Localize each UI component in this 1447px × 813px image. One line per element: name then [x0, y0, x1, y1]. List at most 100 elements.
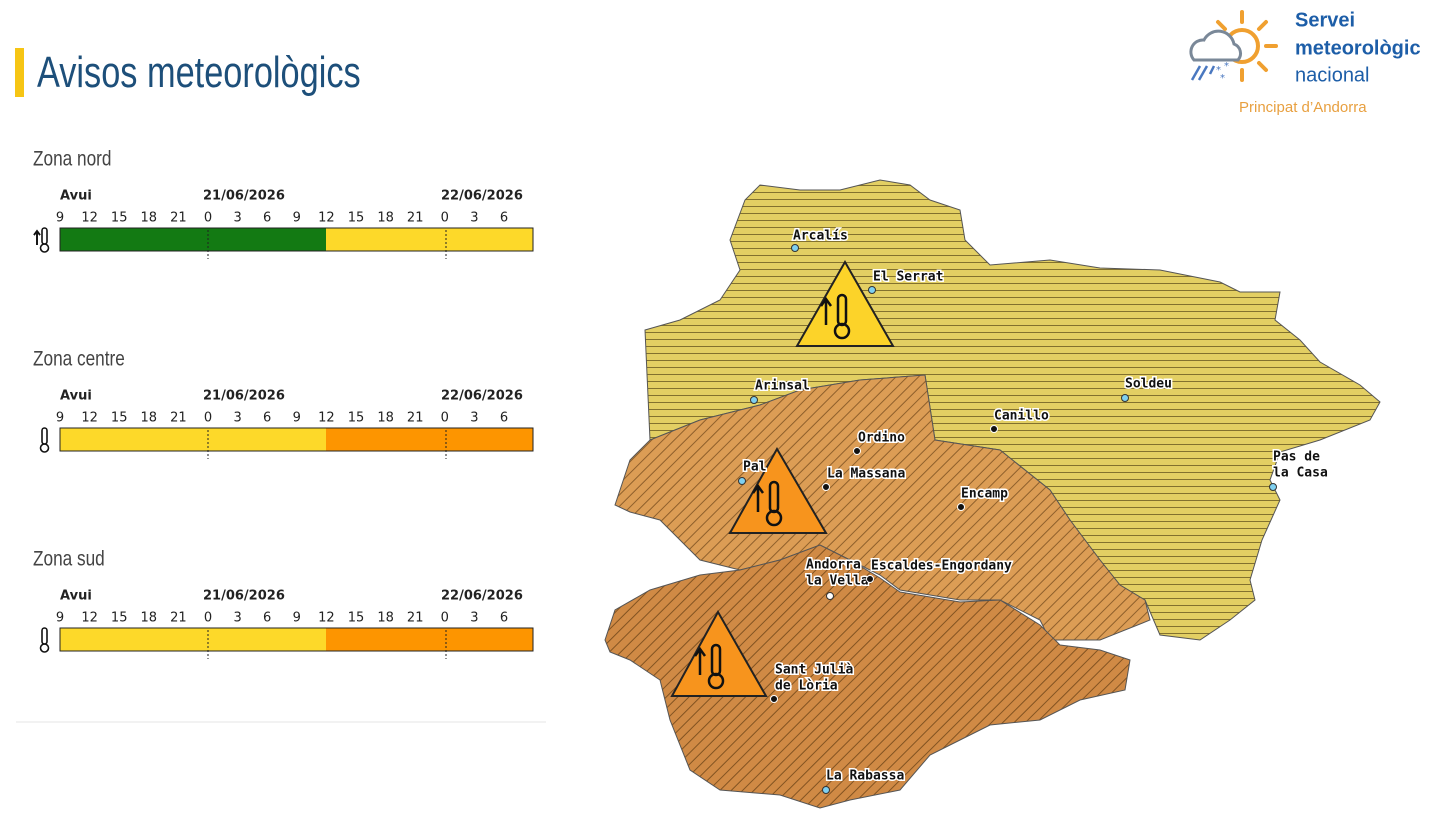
place-label: Pas de: [1273, 450, 1320, 465]
hour-label: 9: [293, 411, 301, 426]
hour-label: 0: [204, 611, 212, 626]
place-label: de Lòria: [775, 679, 838, 694]
hour-label: 6: [263, 211, 271, 226]
page-title: Avisos meteorològics: [37, 48, 361, 97]
hour-label: 21: [407, 211, 424, 226]
timelines: Zona nord Avui 21/06/2026 22/06/2026 9 12 15 18…: [16, 148, 546, 723]
hour-label: 21: [407, 411, 424, 426]
hour-label: 15: [111, 611, 128, 626]
hour-label: 6: [263, 411, 271, 426]
date-label: 22/06/2026: [441, 189, 523, 204]
hour-label: 3: [470, 611, 478, 626]
place-label: El Serrat: [873, 270, 943, 285]
hour-label: 18: [377, 411, 394, 426]
place-dot: [868, 286, 876, 294]
title-accent: [15, 48, 24, 97]
zone-title: Zona nord: [33, 148, 111, 171]
zone-title: Zona centre: [33, 348, 125, 371]
warning-segment: [326, 428, 533, 451]
hour-label: 9: [293, 611, 301, 626]
warning-segment: [60, 628, 326, 651]
place-dot: [738, 477, 746, 485]
hour-label: 9: [56, 611, 64, 626]
hour-label: 12: [318, 611, 335, 626]
zone-title: Zona sud: [33, 548, 105, 571]
date-label: Avui: [60, 389, 92, 404]
place-label: Arcalís: [793, 229, 848, 244]
hour-label: 12: [81, 611, 98, 626]
thermometer-bulb: [39, 443, 50, 453]
warning-triangle: [795, 259, 895, 347]
date-label: 21/06/2026: [203, 589, 285, 604]
hour-label: 18: [377, 211, 394, 226]
warning-segment: [60, 228, 326, 251]
thermometer: [41, 627, 48, 645]
logo-text: nacional: [1295, 64, 1370, 86]
hour-label: 15: [348, 411, 365, 426]
hour-label: 18: [141, 411, 158, 426]
place-dot: [750, 396, 758, 404]
warning-segment: [60, 428, 326, 451]
timeline-frame: [59, 227, 534, 252]
logo: * ** Servei meteorològic nacional Princip…: [1189, 9, 1421, 116]
logo-icon: * **: [1189, 10, 1278, 84]
hour-label: 9: [56, 211, 64, 226]
hour-label: 12: [318, 211, 335, 226]
svg-text:*: *: [1224, 61, 1229, 72]
hour-label: 15: [111, 411, 128, 426]
hour-label: 12: [81, 411, 98, 426]
place-dot: [826, 592, 834, 600]
place-label: La Massana: [827, 467, 905, 482]
place-label: Pal: [743, 460, 766, 475]
hour-label: 15: [348, 211, 365, 226]
hour-label: 12: [318, 411, 335, 426]
hour-label: 15: [348, 611, 365, 626]
hour-label: 6: [500, 211, 508, 226]
place-dot: [853, 447, 861, 455]
date-label: 22/06/2026: [441, 589, 523, 604]
hour-label: 6: [500, 411, 508, 426]
hour-label: 21: [170, 211, 187, 226]
svg-text:*: *: [1216, 65, 1221, 76]
date-label: 21/06/2026: [203, 389, 285, 404]
hour-label: 0: [441, 411, 449, 426]
hour-label: 12: [81, 211, 98, 226]
date-label: 22/06/2026: [441, 389, 523, 404]
place-label: la Vella: [806, 574, 869, 589]
hour-label: 0: [204, 211, 212, 226]
hour-label: 15: [111, 211, 128, 226]
zone-south: [604, 544, 1131, 809]
place-dot: [1269, 483, 1277, 491]
place-dot: [770, 695, 778, 703]
thermometer-bulb: [39, 643, 50, 653]
logo-text: Servei: [1295, 9, 1355, 31]
thermometer-bulb: [39, 243, 50, 253]
hour-label: 3: [470, 211, 478, 226]
hour-label: 18: [141, 211, 158, 226]
warning-triangle: [670, 609, 768, 697]
hour-label: 3: [470, 411, 478, 426]
arrow: [33, 229, 41, 245]
hour-label: 21: [170, 611, 187, 626]
hour-label: 9: [56, 411, 64, 426]
map: Arcalís El Serrat Arinsal Soldeu Canillo Ordi…: [604, 179, 1381, 809]
hour-label: 0: [204, 411, 212, 426]
place-label: Andorra: [806, 558, 861, 573]
place-label: Sant Julià: [775, 663, 853, 678]
timeline-frame: [59, 627, 534, 652]
thermometer: [41, 427, 48, 445]
warning-icons: [670, 259, 895, 697]
place-label: la Casa: [1273, 466, 1328, 481]
place-label: Escaldes-Engordany: [871, 559, 1012, 574]
place-dot: [957, 503, 965, 511]
hour-label: 3: [233, 211, 241, 226]
logo-subtitle: Principat d’Andorra: [1239, 99, 1367, 116]
hour-label: 18: [141, 611, 158, 626]
thermometer: [41, 227, 48, 245]
places: Arcalís El Serrat Arinsal Soldeu Canillo Ordi…: [738, 227, 1329, 794]
hour-label: 21: [170, 411, 187, 426]
place-label: Arinsal: [755, 379, 810, 394]
hour-label: 3: [233, 411, 241, 426]
